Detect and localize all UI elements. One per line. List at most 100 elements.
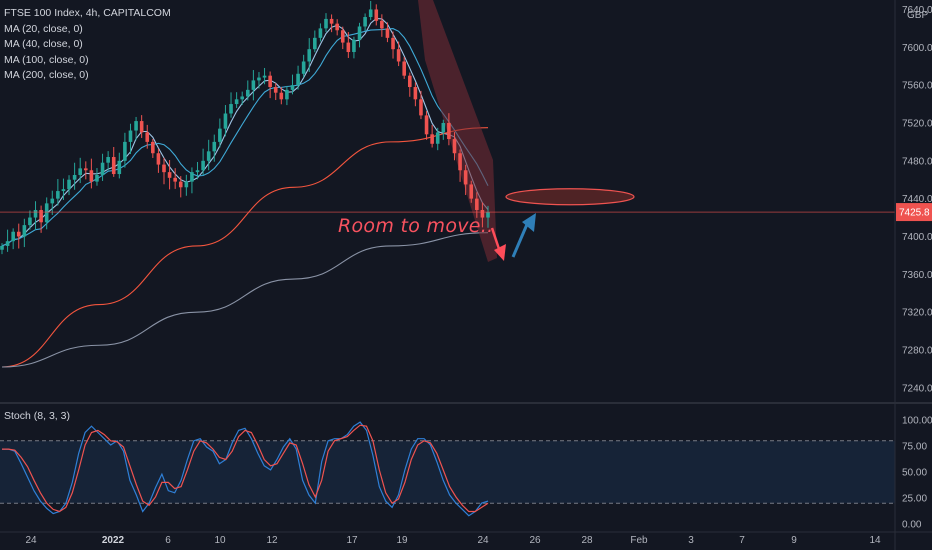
candle-body[interactable] (178, 181, 183, 188)
stoch-k-line[interactable] (2, 421, 489, 517)
candle-body[interactable] (257, 77, 261, 81)
candle-body[interactable] (346, 42, 351, 53)
candle-body[interactable] (50, 198, 55, 204)
candle-body[interactable] (106, 157, 110, 163)
candle-body[interactable] (184, 181, 189, 188)
candle-body[interactable] (139, 121, 144, 133)
candle-body[interactable] (39, 209, 43, 223)
ma200-line[interactable] (1, 232, 489, 368)
candle-body[interactable] (28, 217, 32, 226)
candle-body[interactable] (151, 141, 155, 154)
candle-body[interactable] (162, 164, 166, 173)
candle-body[interactable] (156, 153, 161, 165)
candle-body[interactable] (268, 75, 272, 88)
candle-body[interactable] (435, 132, 440, 144)
candle-body[interactable] (22, 225, 27, 237)
candle-body[interactable] (240, 96, 245, 100)
candle-body[interactable] (475, 198, 479, 210)
candle-body[interactable] (33, 209, 38, 218)
candle-body[interactable] (424, 115, 429, 135)
target-ellipse-drawing[interactable] (505, 188, 635, 206)
candle-body[interactable] (480, 209, 485, 218)
candle-body[interactable] (212, 141, 217, 152)
candle-body[interactable] (335, 23, 339, 31)
candle-body[interactable] (245, 89, 250, 97)
candle-body[interactable] (16, 231, 21, 237)
candle-body[interactable] (290, 85, 295, 90)
candle-body[interactable] (296, 73, 300, 86)
candle-body[interactable] (56, 191, 60, 199)
candle-body[interactable] (95, 174, 99, 182)
candle-body[interactable] (229, 104, 233, 114)
chart-title[interactable]: FTSE 100 Index, 4h, CAPITALCOM (4, 7, 171, 19)
candle-body[interactable] (262, 75, 267, 78)
legend-ma40[interactable]: MA (40, close, 0) (4, 38, 83, 50)
candle-body[interactable] (329, 18, 334, 24)
annotation-text[interactable]: Room to move.. (338, 215, 494, 237)
legend-ma20[interactable]: MA (20, close, 0) (4, 22, 83, 35)
candle-body[interactable] (407, 75, 412, 88)
candle-body[interactable] (251, 80, 256, 90)
candle-body[interactable] (469, 184, 474, 199)
stoch-d-line[interactable] (2, 424, 489, 513)
candle-body[interactable] (44, 203, 49, 223)
candle-body[interactable] (368, 9, 373, 18)
legend-ma100[interactable]: MA (100, close, 0) (4, 53, 89, 66)
candle-body[interactable] (307, 49, 312, 62)
candle-body[interactable] (134, 121, 138, 131)
candle-body[interactable] (128, 130, 133, 142)
candle-body[interactable] (447, 122, 451, 140)
candle-body[interactable] (340, 30, 345, 43)
candle-body[interactable] (385, 28, 390, 38)
candle-body[interactable] (145, 132, 150, 142)
candle-body[interactable] (357, 26, 362, 40)
candle-body[interactable] (452, 139, 457, 154)
candle-body[interactable] (318, 28, 323, 38)
candle-body[interactable] (11, 231, 15, 242)
candle-body[interactable] (486, 212, 490, 218)
candle-body[interactable] (72, 174, 77, 180)
down-arrow-head[interactable] (494, 244, 506, 261)
candle-body[interactable] (391, 37, 395, 50)
candle-body[interactable] (218, 128, 222, 142)
candle-body[interactable] (279, 92, 284, 100)
candle-body[interactable] (324, 18, 328, 29)
candle-body[interactable] (363, 17, 367, 27)
candle-body[interactable] (111, 157, 116, 175)
candle-body[interactable] (61, 189, 66, 192)
ma20-line[interactable] (1, 17, 489, 247)
ma40-line[interactable] (1, 28, 489, 247)
candle-body[interactable] (273, 87, 278, 93)
ma100-line[interactable] (1, 127, 489, 368)
candle-body[interactable] (195, 170, 200, 173)
candle-body[interactable] (352, 39, 356, 53)
candle-body[interactable] (234, 99, 239, 105)
candle-body[interactable] (374, 9, 379, 21)
candle-body[interactable] (123, 141, 127, 161)
candle-body[interactable] (100, 162, 105, 175)
candle-body[interactable] (5, 241, 10, 246)
candle-body[interactable] (117, 160, 122, 175)
candle-body[interactable] (83, 168, 88, 171)
candle-body[interactable] (441, 122, 446, 133)
candle-body[interactable] (396, 49, 401, 62)
candle-body[interactable] (173, 177, 177, 182)
candle-body[interactable] (285, 89, 289, 100)
candle-body[interactable] (380, 20, 384, 29)
candle-body[interactable] (0, 245, 4, 250)
candle-body[interactable] (223, 113, 228, 129)
candle-body[interactable] (190, 172, 194, 182)
candle-body[interactable] (458, 153, 462, 171)
candle-body[interactable] (430, 134, 434, 144)
candle-body[interactable] (301, 61, 306, 74)
up-arrow-shaft[interactable] (511, 221, 530, 258)
candle-body[interactable] (167, 172, 172, 178)
stoch-legend[interactable]: Stoch (8, 3, 3) (4, 410, 70, 422)
legend-ma200[interactable]: MA (200, close, 0) (4, 69, 89, 81)
candle-body[interactable] (201, 160, 205, 171)
candle-body[interactable] (419, 99, 423, 116)
candle-body[interactable] (89, 170, 94, 182)
candle-body[interactable] (78, 168, 83, 175)
candle-body[interactable] (463, 170, 468, 185)
